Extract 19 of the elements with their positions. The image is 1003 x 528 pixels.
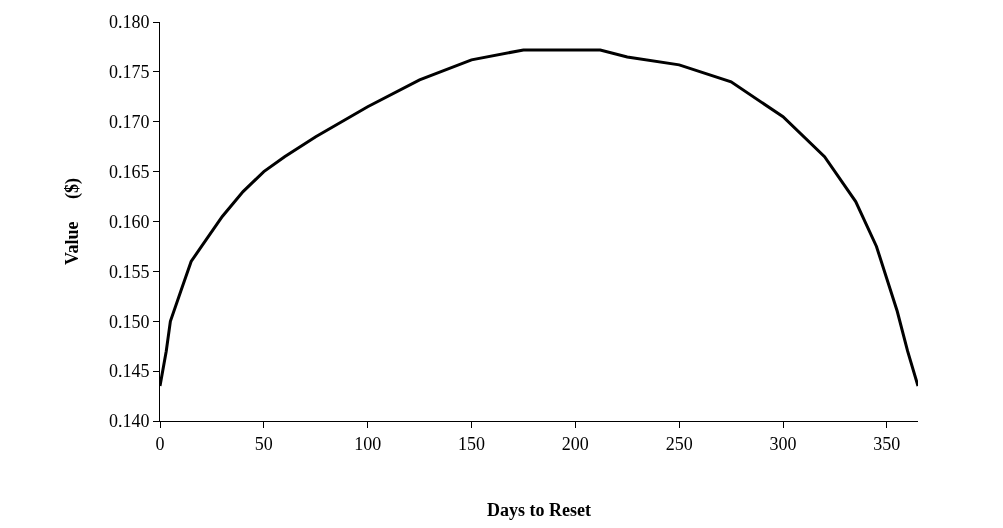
x-tick-label: 300 (769, 433, 797, 454)
y-tick-label: 0.145 (108, 361, 150, 382)
y-axis-title: Value ($) (62, 178, 84, 265)
x-tick-label: 50 (254, 433, 273, 454)
y-tick-label: 0.155 (108, 261, 150, 282)
y-tick-label: 0.170 (108, 112, 150, 133)
y-tick-label: 0.140 (108, 411, 150, 432)
x-tick-label: 0 (155, 433, 165, 454)
y-tick-label: 0.175 (108, 62, 150, 83)
y-tick-label: 0.150 (108, 311, 150, 332)
y-tick-label: 0.165 (108, 161, 150, 182)
x-axis-title: Days to Reset (487, 499, 591, 520)
y-tick-label: 0.180 (108, 12, 150, 33)
x-tick-label: 200 (561, 433, 589, 454)
x-tick-label: 100 (354, 433, 382, 454)
x-tick-label: 350 (873, 433, 901, 454)
x-tick-label: 150 (458, 433, 486, 454)
x-tick-label: 250 (665, 433, 693, 454)
y-tick-label: 0.160 (108, 211, 150, 232)
